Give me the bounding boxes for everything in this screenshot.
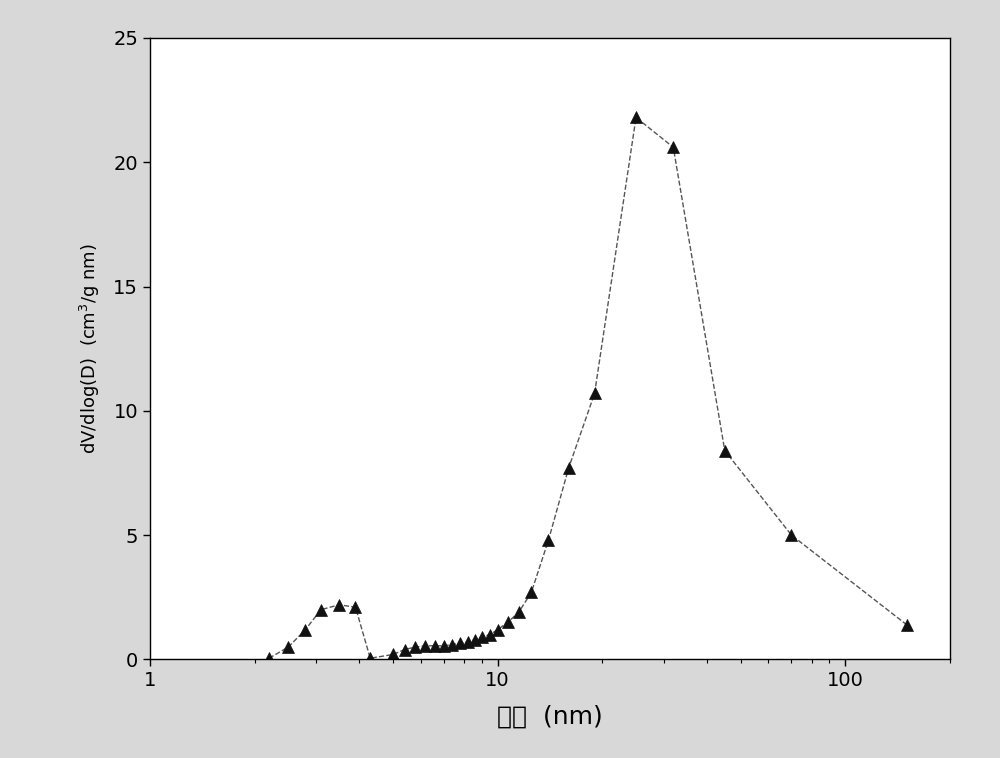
X-axis label: 孔径  (nm): 孔径 (nm) <box>497 704 603 728</box>
Y-axis label: dV/dlog(D)  (cm$^3$/g nm): dV/dlog(D) (cm$^3$/g nm) <box>78 243 102 454</box>
